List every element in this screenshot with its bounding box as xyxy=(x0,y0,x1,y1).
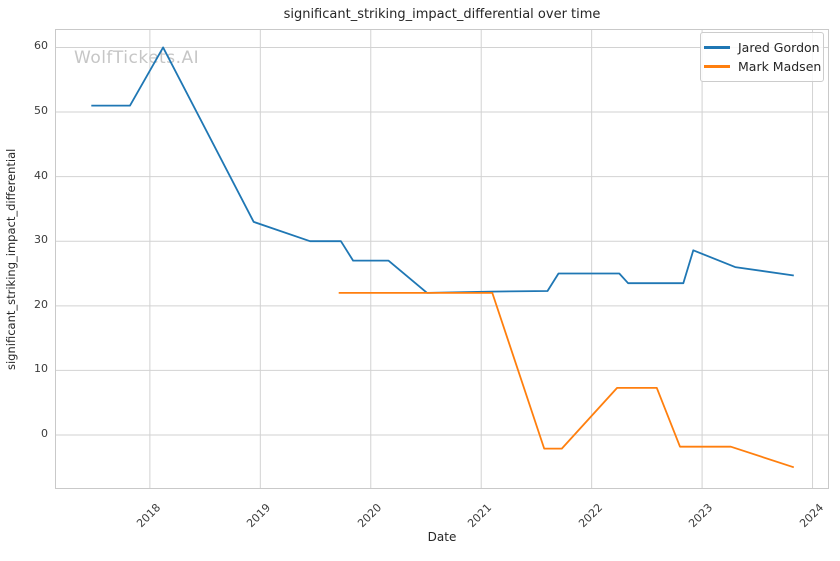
y-tick-label: 30 xyxy=(34,233,48,247)
y-axis-label: significant_striking_impact_differential xyxy=(4,148,18,370)
x-tick-label: 2020 xyxy=(354,501,384,531)
chart-canvas xyxy=(56,30,828,488)
legend: Jared Gordon Mark Madsen xyxy=(700,32,824,82)
chart-title: significant_striking_impact_differential… xyxy=(283,7,601,22)
series-line-jared-gordon xyxy=(91,46,794,294)
legend-item-mark-madsen: Mark Madsen xyxy=(704,57,821,76)
y-tick-label: 50 xyxy=(34,104,48,118)
x-tick-label: 2024 xyxy=(796,501,826,531)
x-tick-label: 2019 xyxy=(244,501,274,531)
x-tick-label: 2023 xyxy=(686,501,716,531)
watermark: WolfTickets.AI xyxy=(74,48,200,68)
legend-item-jared-gordon: Jared Gordon xyxy=(704,38,821,57)
x-tick-label: 2022 xyxy=(575,501,605,531)
series-line-mark-madsen xyxy=(338,291,795,469)
y-tick-label: 10 xyxy=(34,362,48,376)
y-tick-label: 40 xyxy=(34,168,48,182)
x-axis-label: Date xyxy=(427,530,457,544)
plot-area: WolfTickets.AI Jared Gordon Mark Madsen xyxy=(55,29,829,489)
legend-line-swatch-mark-madsen xyxy=(704,65,730,68)
y-tick-label: 0 xyxy=(41,427,48,441)
x-tick-label: 2018 xyxy=(134,501,164,531)
y-tick-label: 20 xyxy=(34,297,48,311)
legend-label-jared-gordon: Jared Gordon xyxy=(738,40,820,55)
legend-label-mark-madsen: Mark Madsen xyxy=(738,59,822,74)
y-tick-label: 60 xyxy=(34,39,48,53)
legend-line-swatch-jared-gordon xyxy=(704,46,730,49)
x-tick-label: 2021 xyxy=(465,501,495,531)
